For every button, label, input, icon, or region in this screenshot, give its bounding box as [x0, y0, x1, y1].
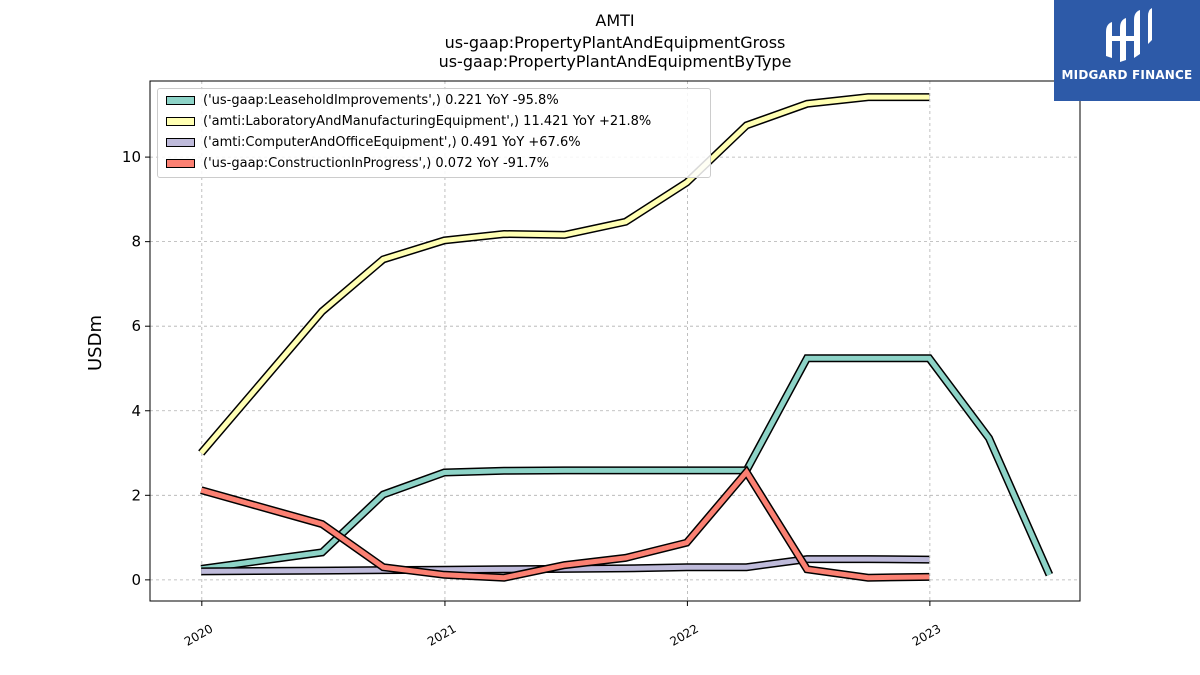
x-tick-label: 2023 [910, 621, 943, 648]
legend-label: ('us-gaap:ConstructionInProgress',) 0.07… [203, 156, 549, 171]
y-tick-label: 4 [131, 402, 141, 420]
y-axis-label: USDm [85, 315, 106, 371]
chart-legend: ('us-gaap:LeaseholdImprovements',) 0.221… [157, 88, 711, 178]
series-line [199, 94, 930, 455]
legend-swatch [166, 138, 195, 147]
brand-logo: MIDGARD FINANCE [1054, 0, 1200, 101]
series-line [201, 556, 930, 574]
series-line-outline [200, 354, 1054, 577]
brand-name: MIDGARD FINANCE [1061, 68, 1193, 82]
chart-subtitle-2: us-gaap:PropertyPlantAndEquipmentByType [438, 52, 792, 71]
plot-area-frame [149, 80, 1081, 602]
y-tick-label: 0 [131, 571, 141, 589]
y-tick-label: 10 [122, 148, 141, 166]
legend-swatch [166, 159, 195, 168]
y-tick-label: 6 [131, 317, 141, 335]
x-tick-label: 2020 [182, 621, 215, 648]
x-tick-label: 2022 [667, 621, 700, 648]
series-line [200, 467, 930, 581]
legend-label: ('us-gaap:LeaseholdImprovements',) 0.221… [203, 93, 559, 108]
chart-subtitle-1: us-gaap:PropertyPlantAndEquipmentGross [444, 33, 786, 52]
legend-swatch [166, 96, 195, 105]
chart-title: AMTI [595, 11, 635, 30]
y-tick-label: 2 [131, 486, 141, 504]
y-tick-label: 8 [131, 233, 141, 251]
legend-label: ('amti:ComputerAndOfficeEquipment',) 0.4… [203, 135, 581, 150]
series-lines [198, 93, 1054, 582]
series-line [200, 355, 1052, 576]
legend-label: ('amti:LaboratoryAndManufacturingEquipme… [203, 114, 652, 129]
legend-swatch [166, 117, 195, 126]
x-tick-label: 2021 [425, 621, 458, 648]
midgard-logo-icon [1106, 8, 1152, 62]
